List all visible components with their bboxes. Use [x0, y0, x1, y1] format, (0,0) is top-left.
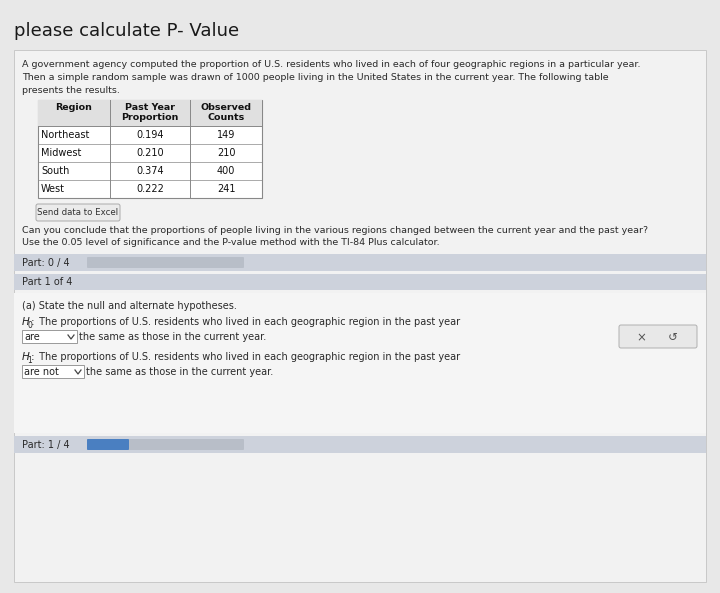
Text: :: :	[31, 317, 35, 327]
Text: presents the results.: presents the results.	[22, 86, 120, 95]
FancyBboxPatch shape	[36, 204, 120, 221]
Text: The proportions of U.S. residents who lived in each geographic region in the pas: The proportions of U.S. residents who li…	[36, 352, 460, 362]
FancyBboxPatch shape	[87, 439, 244, 450]
Text: Can you conclude that the proportions of people living in the various regions ch: Can you conclude that the proportions of…	[22, 226, 648, 235]
Bar	[14, 50, 706, 582]
Bar	[38, 100, 262, 198]
Text: (a) State the null and alternate hypotheses.: (a) State the null and alternate hypothe…	[22, 301, 237, 311]
Bar	[14, 293, 706, 433]
Bar	[14, 274, 706, 290]
Text: 149: 149	[217, 130, 235, 140]
Text: Observed: Observed	[200, 103, 251, 112]
Text: Past Year: Past Year	[125, 103, 175, 112]
Text: Region: Region	[55, 103, 92, 112]
Text: A government agency computed the proportion of U.S. residents who lived in each : A government agency computed the proport…	[22, 60, 641, 69]
Text: Part: 0 / 4: Part: 0 / 4	[22, 258, 70, 268]
Text: Midwest: Midwest	[41, 148, 81, 158]
Text: 210: 210	[217, 148, 235, 158]
FancyBboxPatch shape	[87, 257, 244, 268]
Text: South: South	[41, 166, 69, 176]
Bar	[14, 254, 706, 271]
Text: ↺: ↺	[668, 331, 678, 344]
Text: Northeast: Northeast	[41, 130, 89, 140]
Text: please calculate P- Value: please calculate P- Value	[14, 22, 239, 40]
Text: H: H	[22, 352, 30, 362]
Text: 400: 400	[217, 166, 235, 176]
Text: 0.210: 0.210	[136, 148, 164, 158]
Text: the same as those in the current year.: the same as those in the current year.	[79, 332, 266, 342]
Text: Use the 0.05 level of significance and the P-value method with the TI-84 Plus ca: Use the 0.05 level of significance and t…	[22, 238, 440, 247]
Text: Proportion: Proportion	[121, 113, 179, 122]
Text: Send data to Excel: Send data to Excel	[37, 208, 119, 217]
Text: Counts: Counts	[207, 113, 245, 122]
Text: 1: 1	[27, 356, 32, 365]
Bar	[22, 330, 77, 343]
Text: are not: are not	[24, 367, 59, 377]
Text: Then a simple random sample was drawn of 1000 people living in the United States: Then a simple random sample was drawn of…	[22, 73, 608, 82]
Text: 0.222: 0.222	[136, 184, 164, 194]
FancyBboxPatch shape	[619, 325, 697, 348]
Text: ×: ×	[636, 331, 646, 344]
FancyBboxPatch shape	[87, 439, 129, 450]
Text: H: H	[22, 317, 30, 327]
Text: Part: 1 / 4: Part: 1 / 4	[22, 440, 70, 450]
Bar	[22, 365, 84, 378]
Text: the same as those in the current year.: the same as those in the current year.	[86, 367, 274, 377]
Text: West: West	[41, 184, 65, 194]
Text: 0.374: 0.374	[136, 166, 164, 176]
Text: Part 1 of 4: Part 1 of 4	[22, 277, 73, 287]
Text: :: :	[31, 352, 35, 362]
Text: The proportions of U.S. residents who lived in each geographic region in the pas: The proportions of U.S. residents who li…	[36, 317, 460, 327]
Bar	[14, 436, 706, 453]
Text: 0.194: 0.194	[136, 130, 163, 140]
Bar	[38, 100, 262, 126]
Text: 241: 241	[217, 184, 235, 194]
Text: 0: 0	[27, 321, 32, 330]
Text: are: are	[24, 332, 40, 342]
